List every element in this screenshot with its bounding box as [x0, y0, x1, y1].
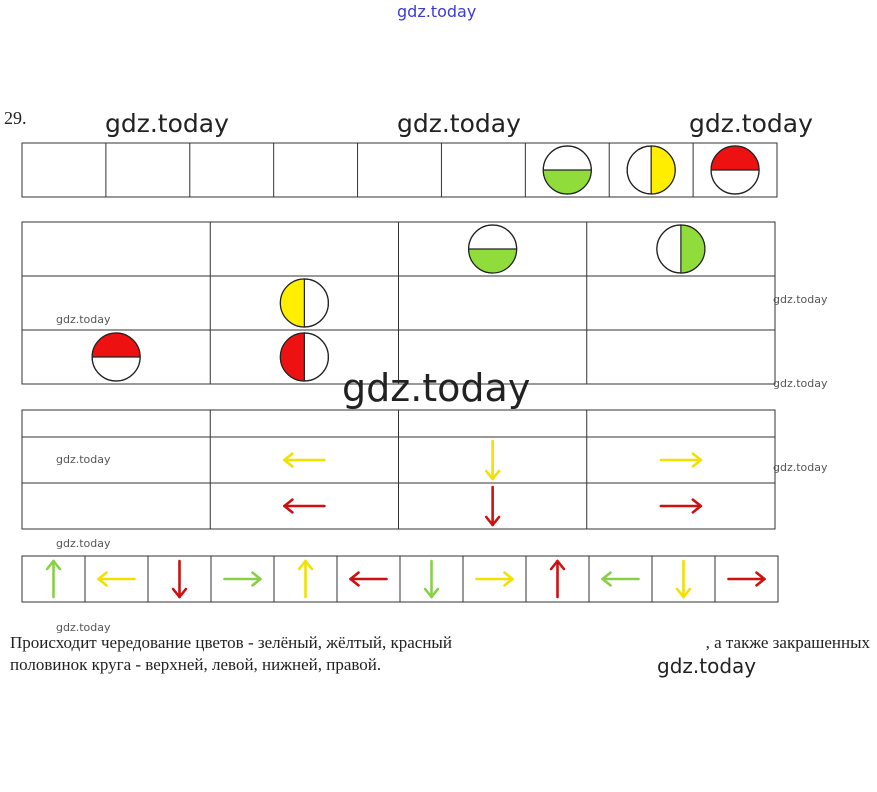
caption-line2: половинок круга - верхней, левой, нижней…: [10, 655, 382, 674]
explanation-text: Происходит чередование цветов - зелёный,…: [10, 632, 870, 676]
arrow-red-up: [549, 559, 566, 599]
watermark-small-5: gdz.today: [773, 461, 828, 474]
arrow-red-down: [171, 559, 188, 599]
arrow-yellow-left: [97, 571, 136, 587]
arrow-red-right: [659, 498, 703, 514]
arrow-yellow-down: [484, 439, 501, 481]
task-number: 29.: [4, 108, 27, 128]
half-circle-yellow-right: [626, 145, 676, 195]
strip-top: [21, 142, 778, 198]
watermark-row1-c: gdz.today: [689, 109, 813, 138]
half-circle-green-right: [656, 224, 706, 274]
watermark-small-1: gdz.today: [56, 313, 111, 326]
watermark-small-4: gdz.today: [56, 453, 111, 466]
watermark-row1-a: gdz.today: [105, 109, 229, 138]
watermark-row1-b: gdz.today: [397, 109, 521, 138]
caption-line1-start: Происходит чередование цветов - зелёный,…: [10, 633, 452, 652]
watermark-small-6: gdz.today: [56, 537, 111, 550]
arrow-red-right: [727, 571, 766, 587]
arrow-yellow-right: [475, 571, 514, 587]
watermark-small-3: gdz.today: [773, 377, 828, 390]
arrow-red-left: [283, 498, 326, 514]
watermark-small-2: gdz.today: [773, 293, 828, 306]
watermark-bottom: gdz.today: [657, 654, 757, 678]
watermark-small-7: gdz.today: [56, 621, 111, 634]
arrow-red-down: [484, 485, 501, 527]
arrow-green-down: [423, 559, 440, 599]
arrow-green-left: [601, 571, 640, 587]
caption-line1-end: , а также закрашенных: [705, 633, 870, 652]
arrow-yellow-right: [659, 452, 703, 468]
arrow-green-right: [223, 571, 262, 587]
arrow-yellow-down: [675, 559, 692, 599]
half-circle-red-top: [91, 332, 141, 382]
watermark-center: gdz.today: [342, 366, 531, 410]
half-circle-red-left: [279, 332, 329, 382]
half-circle-yellow-left: [279, 278, 329, 328]
half-circle-red-top: [710, 145, 760, 195]
arrow-yellow-up: [297, 559, 314, 599]
watermark-top: gdz.today: [397, 2, 477, 21]
half-circle-green-bottom: [542, 145, 592, 195]
arrow-yellow-left: [283, 452, 326, 468]
arrow-red-left: [349, 571, 388, 587]
half-circle-green-bottom: [468, 224, 518, 274]
arrow-green-up: [45, 559, 62, 599]
